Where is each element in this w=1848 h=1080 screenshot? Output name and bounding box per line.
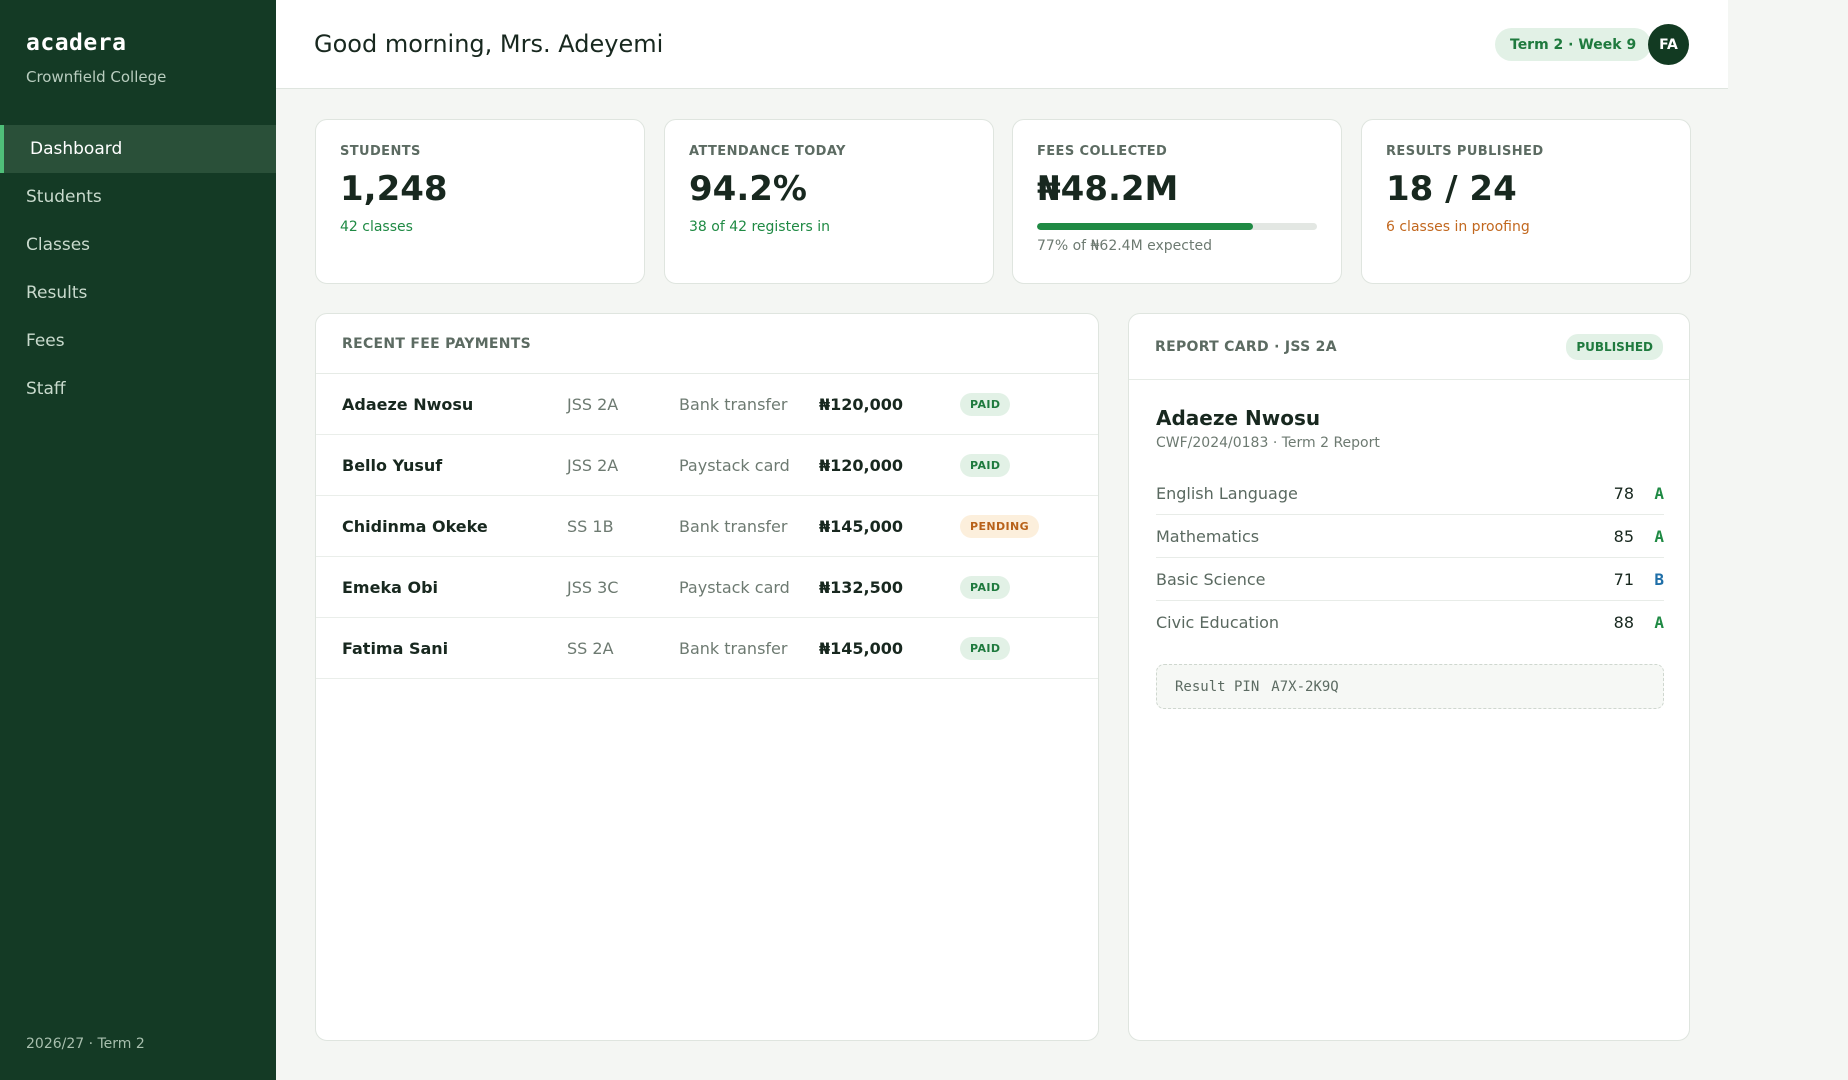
sidebar-item-classes[interactable]: Classes bbox=[26, 235, 91, 255]
subject-row: Basic Science 71 B bbox=[1156, 558, 1664, 601]
panel-header: RECENT FEE PAYMENTS bbox=[316, 314, 1098, 374]
subject-grade: A bbox=[1654, 526, 1664, 546]
subject-row: Mathematics 85 A bbox=[1156, 515, 1664, 558]
panel-header: REPORT CARD · JSS 2A PUBLISHED bbox=[1129, 314, 1689, 380]
status-cell: PAID bbox=[960, 435, 1011, 496]
student-name: Adaeze Nwosu bbox=[1156, 406, 1321, 430]
panel-title: RECENT FEE PAYMENTS bbox=[342, 335, 532, 352]
status-cell: PENDING bbox=[960, 496, 1040, 557]
table-row[interactable]: Emeka Obi JSS 3C Paystack card ₦132,500 … bbox=[316, 557, 1098, 618]
payer-name: Emeka Obi bbox=[342, 578, 438, 597]
status-badge: PENDING bbox=[960, 515, 1040, 538]
stat-subtext: 6 classes in proofing bbox=[1386, 219, 1530, 235]
stat-label: RESULTS PUBLISHED bbox=[1386, 144, 1544, 159]
stat-card-attendance: ATTENDANCE TODAY 94.2% 38 of 42 register… bbox=[664, 119, 994, 284]
subject-score: 78 bbox=[1613, 483, 1634, 503]
result-pin-value: A7X-2K9Q bbox=[1271, 678, 1339, 695]
session-label: 2026/27 · Term 2 bbox=[26, 1036, 145, 1052]
payment-amount: ₦120,000 bbox=[819, 395, 904, 414]
subject-grade: B bbox=[1654, 569, 1664, 589]
payer-class: SS 2A bbox=[567, 639, 614, 658]
status-badge: PAID bbox=[960, 637, 1011, 660]
stat-label: FEES COLLECTED bbox=[1037, 144, 1168, 159]
sidebar-item-staff[interactable]: Staff bbox=[26, 379, 66, 399]
stat-card-results: RESULTS PUBLISHED 18 / 24 6 classes in p… bbox=[1361, 119, 1691, 284]
payment-method: Bank transfer bbox=[679, 395, 788, 414]
subject-score: 85 bbox=[1613, 526, 1634, 546]
status-badge: PAID bbox=[960, 576, 1011, 599]
table-row[interactable]: Bello Yusuf JSS 2A Paystack card ₦120,00… bbox=[316, 435, 1098, 496]
payer-class: JSS 2A bbox=[567, 395, 619, 414]
payment-method: Bank transfer bbox=[679, 639, 788, 658]
subject-list: English Language 78 A Mathematics 85 A B… bbox=[1156, 472, 1664, 644]
stat-subtext: 42 classes bbox=[340, 219, 413, 235]
payer-class: SS 1B bbox=[567, 517, 614, 536]
subject-grade: A bbox=[1654, 613, 1664, 632]
stat-value: 1,248 bbox=[340, 169, 448, 209]
stat-value: 94.2% bbox=[689, 169, 807, 209]
status-cell: PAID bbox=[960, 557, 1011, 618]
panel-title: REPORT CARD · JSS 2A bbox=[1155, 338, 1337, 355]
fees-progress-bar bbox=[1037, 223, 1317, 230]
sidebar-nav: Dashboard Students Classes Results Fees … bbox=[0, 125, 276, 413]
payer-class: JSS 2A bbox=[567, 456, 619, 475]
stat-label: STUDENTS bbox=[340, 144, 421, 159]
status-badge: PAID bbox=[960, 454, 1011, 477]
subject-score: 88 bbox=[1613, 613, 1634, 632]
table-row[interactable]: Fatima Sani SS 2A Bank transfer ₦145,000… bbox=[316, 618, 1098, 679]
table-row[interactable]: Chidinma Okeke SS 1B Bank transfer ₦145,… bbox=[316, 496, 1098, 557]
term-badge: Term 2 · Week 9 bbox=[1495, 28, 1652, 61]
recent-fee-payments-panel: RECENT FEE PAYMENTS Adaeze Nwosu JSS 2A … bbox=[315, 313, 1099, 1041]
payment-method: Bank transfer bbox=[679, 517, 788, 536]
brand-logo[interactable]: acadera bbox=[26, 30, 127, 56]
stat-card-fees: FEES COLLECTED ₦48.2M 77% of ₦62.4M expe… bbox=[1012, 119, 1342, 284]
subject-row: Civic Education 88 A bbox=[1156, 601, 1664, 644]
payment-amount: ₦145,000 bbox=[819, 517, 904, 536]
avatar[interactable]: FA bbox=[1648, 24, 1689, 65]
subject-name: Mathematics bbox=[1156, 526, 1260, 546]
report-card-panel: REPORT CARD · JSS 2A PUBLISHED Adaeze Nw… bbox=[1128, 313, 1690, 1041]
payer-name: Chidinma Okeke bbox=[342, 517, 488, 536]
page-title: Good morning, Mrs. Adeyemi bbox=[314, 30, 664, 58]
stat-subtext: 38 of 42 registers in bbox=[689, 219, 830, 235]
result-pin-label: Result PIN bbox=[1175, 678, 1260, 695]
payer-name: Adaeze Nwosu bbox=[342, 395, 474, 414]
subject-score: 71 bbox=[1613, 569, 1634, 589]
payment-amount: ₦145,000 bbox=[819, 639, 904, 658]
top-bar: Good morning, Mrs. Adeyemi Term 2 · Week… bbox=[276, 0, 1728, 89]
fees-progress-fill bbox=[1037, 223, 1253, 230]
payment-amount: ₦120,000 bbox=[819, 456, 904, 475]
subject-name: Basic Science bbox=[1156, 569, 1266, 589]
subject-row: English Language 78 A bbox=[1156, 472, 1664, 515]
status-cell: PAID bbox=[960, 618, 1011, 679]
sidebar-item-dashboard[interactable]: Dashboard bbox=[0, 125, 276, 173]
sidebar-item-results[interactable]: Results bbox=[26, 283, 88, 303]
school-name: Crownfield College bbox=[26, 68, 167, 86]
subject-grade: A bbox=[1654, 483, 1664, 503]
payer-class: JSS 3C bbox=[567, 578, 619, 597]
subject-name: Civic Education bbox=[1156, 613, 1280, 632]
sidebar-item-fees[interactable]: Fees bbox=[26, 331, 65, 351]
result-pin-box[interactable]: Result PIN A7X-2K9Q bbox=[1156, 664, 1664, 709]
payment-method: Paystack card bbox=[679, 456, 790, 475]
sidebar-item-students[interactable]: Students bbox=[26, 187, 102, 207]
payment-method: Paystack card bbox=[679, 578, 790, 597]
payment-amount: ₦132,500 bbox=[819, 578, 904, 597]
subject-name: English Language bbox=[1156, 483, 1298, 503]
payer-name: Bello Yusuf bbox=[342, 456, 443, 475]
stat-card-students: STUDENTS 1,248 42 classes bbox=[315, 119, 645, 284]
sidebar: acadera Crownfield College Dashboard Stu… bbox=[0, 0, 276, 1080]
payer-name: Fatima Sani bbox=[342, 639, 449, 658]
stat-subtext: 77% of ₦62.4M expected bbox=[1037, 238, 1212, 254]
stat-value: ₦48.2M bbox=[1037, 169, 1179, 209]
table-row[interactable]: Adaeze Nwosu JSS 2A Bank transfer ₦120,0… bbox=[316, 374, 1098, 435]
student-meta: CWF/2024/0183 · Term 2 Report bbox=[1156, 435, 1380, 451]
status-cell: PAID bbox=[960, 374, 1011, 435]
stat-value: 18 / 24 bbox=[1386, 169, 1517, 209]
status-badge: PAID bbox=[960, 393, 1011, 416]
published-badge: PUBLISHED bbox=[1566, 333, 1663, 360]
stat-label: ATTENDANCE TODAY bbox=[689, 144, 846, 159]
